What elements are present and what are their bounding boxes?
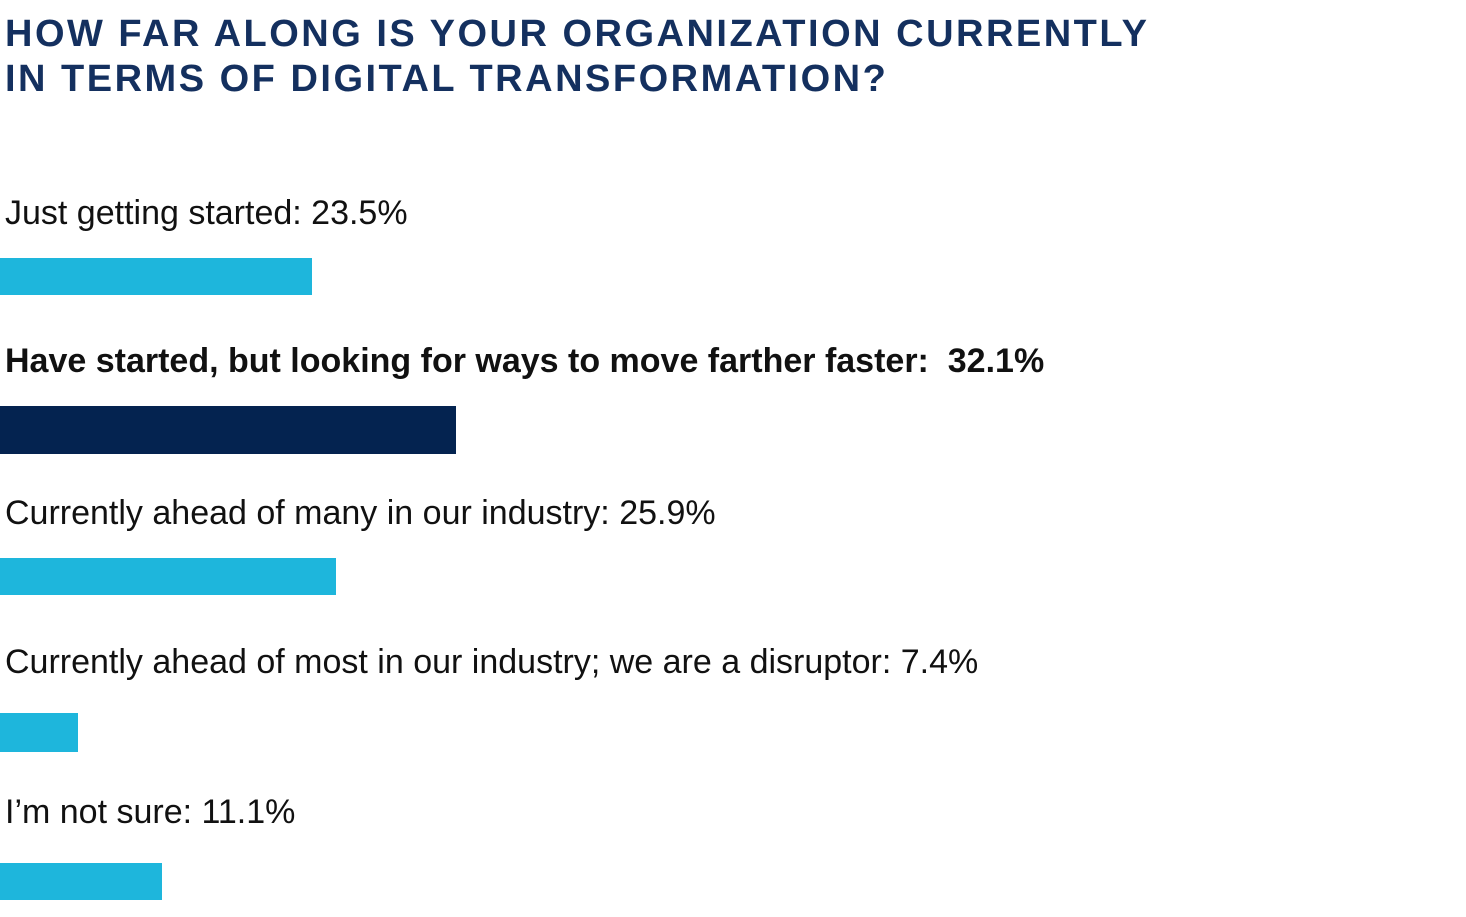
item-label: Have started, but looking for ways to mo… (5, 342, 1045, 380)
item-label: I’m not sure: 11.1% (5, 793, 296, 831)
item-label: Currently ahead of many in our industry:… (5, 494, 716, 532)
item-bar (0, 258, 312, 295)
chart-title: HOW FAR ALONG IS YOUR ORGANIZATION CURRE… (5, 12, 1149, 102)
item-bar (0, 558, 336, 595)
item-bar (0, 406, 456, 454)
chart-title-line-1: HOW FAR ALONG IS YOUR ORGANIZATION CURRE… (5, 13, 1150, 55)
chart-title-line-2: IN TERMS OF DIGITAL TRANSFORMATION? (5, 58, 889, 100)
item-bar (0, 713, 78, 752)
item-bar (0, 863, 162, 900)
item-label: Currently ahead of most in our industry;… (5, 643, 979, 681)
item-label: Just getting started: 23.5% (5, 194, 408, 232)
